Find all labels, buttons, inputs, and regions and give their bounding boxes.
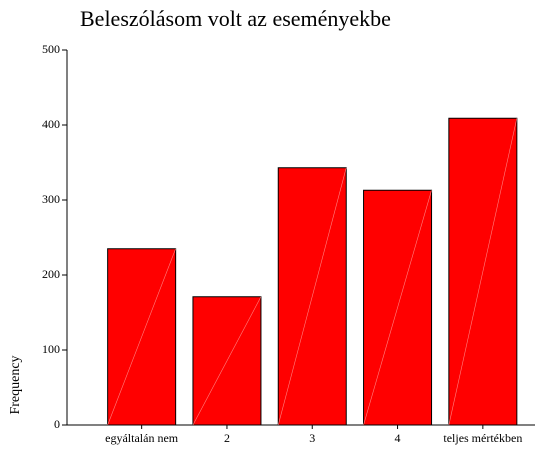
bar-shading: [192, 296, 262, 426]
chart-title: Beleszólásom volt az eseményekbe: [80, 6, 391, 31]
x-tick-label: teljes mértékben: [443, 431, 522, 445]
y-tick-label: 300: [42, 192, 60, 206]
bar-shading: [448, 118, 518, 426]
bar-shading: [107, 248, 176, 426]
bar-shading: [277, 167, 347, 426]
x-tick-label: egyáltalán nem: [105, 431, 179, 445]
y-axis-label: Frequency: [8, 355, 23, 414]
y-tick-label: 200: [42, 267, 60, 281]
y-tick-label: 100: [42, 342, 60, 356]
y-tick-label: 500: [42, 42, 60, 56]
x-tick-label: 3: [309, 431, 315, 445]
y-tick-label: 0: [54, 417, 60, 431]
bar-shading: [363, 190, 432, 426]
y-tick-label: 400: [42, 117, 60, 131]
x-tick-label: 4: [395, 431, 401, 445]
x-tick-label: 2: [224, 431, 230, 445]
